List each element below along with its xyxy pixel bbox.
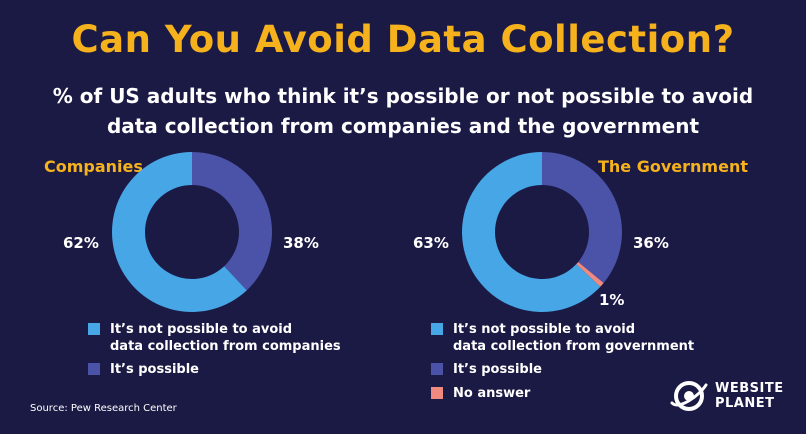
legend-swatch bbox=[431, 363, 443, 375]
legend-swatch bbox=[431, 387, 443, 399]
companies-donut-chart bbox=[111, 152, 272, 312]
companies-slice-1 bbox=[192, 152, 272, 291]
companies-chart-title: Companies bbox=[44, 157, 143, 176]
legend-label: It’s not possible to avoid bbox=[453, 322, 636, 337]
subtitle-line-1: % of US adults who think it’s possible o… bbox=[52, 84, 754, 108]
planet-icon bbox=[670, 381, 708, 411]
companies-slice-0 bbox=[111, 152, 247, 312]
legend-label: data collection from companies bbox=[110, 339, 341, 354]
government-slice-0 bbox=[462, 152, 601, 312]
legend-swatch bbox=[431, 323, 443, 335]
logo-text-line-1: WEBSITE bbox=[715, 381, 784, 396]
companies-legend-not-possible: It’s not possible to avoid data collecti… bbox=[88, 321, 341, 355]
source-note: Source: Pew Research Center bbox=[30, 403, 177, 414]
page-title: Can You Avoid Data Collection? bbox=[71, 18, 735, 61]
legend-label: It’s possible bbox=[453, 362, 543, 377]
website-planet-logo: WEBSITE PLANET bbox=[669, 376, 784, 416]
companies-not-possible-value: 62% bbox=[63, 234, 99, 252]
government-possible-value: 36% bbox=[633, 234, 669, 252]
legend-swatch bbox=[88, 363, 100, 375]
government-slice-1 bbox=[542, 152, 622, 283]
government-legend-no-answer: No answer bbox=[431, 385, 530, 402]
government-legend-not-possible: It’s not possible to avoid data collecti… bbox=[431, 321, 694, 355]
companies-legend-possible: It’s possible bbox=[88, 361, 199, 378]
government-legend-possible: It’s possible bbox=[431, 361, 542, 378]
logo-text-line-2: PLANET bbox=[715, 396, 775, 411]
legend-label: It’s not possible to avoid bbox=[110, 322, 293, 337]
government-not-possible-value: 63% bbox=[413, 234, 449, 252]
companies-possible-value: 38% bbox=[283, 234, 319, 252]
legend-label: data collection from government bbox=[453, 339, 695, 354]
legend-swatch bbox=[88, 323, 100, 335]
legend-label: It’s possible bbox=[110, 362, 200, 377]
subtitle-line-2: data collection from companies and the g… bbox=[106, 114, 700, 138]
government-slice-2 bbox=[576, 261, 604, 287]
legend-label: No answer bbox=[453, 386, 531, 401]
government-no-answer-value: 1% bbox=[599, 291, 625, 309]
government-chart-title: The Government bbox=[598, 157, 748, 176]
government-donut-chart bbox=[462, 152, 622, 312]
